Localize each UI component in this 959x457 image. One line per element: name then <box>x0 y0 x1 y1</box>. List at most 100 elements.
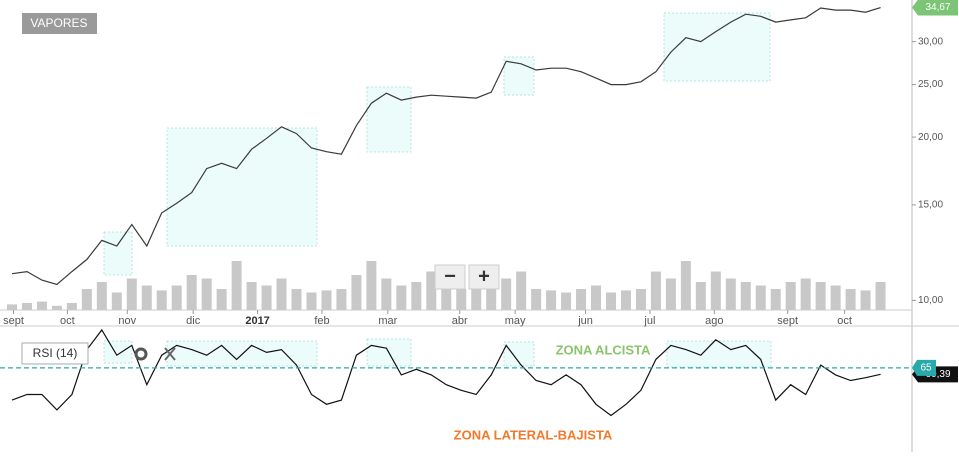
zoom-in-label: + <box>478 265 490 287</box>
line <box>11 7 881 286</box>
volume-bar <box>665 278 676 310</box>
volume-bar <box>21 303 32 310</box>
value-badge <box>912 0 958 16</box>
volume-bar <box>141 285 152 310</box>
volume-bar <box>261 285 272 310</box>
y-tick-label: 30,00 <box>918 36 943 47</box>
volume-bar <box>531 289 542 310</box>
volume-bar <box>830 285 841 310</box>
volume-bar <box>770 289 781 310</box>
zoom-out[interactable] <box>434 264 466 290</box>
x-tick-label: sept <box>777 315 798 327</box>
x-tick-label: oct <box>60 315 75 327</box>
zoom-in[interactable] <box>468 264 500 290</box>
volume-bar <box>321 290 332 310</box>
x-tick-label: may <box>505 315 526 327</box>
volume-bar <box>875 282 886 310</box>
rsi-button[interactable] <box>21 342 89 365</box>
plot <box>11 7 881 417</box>
y-tick-label: 25,00 <box>918 79 943 90</box>
volume-bar <box>336 289 347 310</box>
volume-bar <box>426 271 437 310</box>
volume-bar <box>276 278 287 310</box>
volume-bar <box>351 275 362 310</box>
volume-bar <box>306 292 317 310</box>
volume-bar <box>66 303 77 310</box>
volume-bar <box>216 289 227 310</box>
volume-bar <box>860 290 871 310</box>
volume-bar <box>456 289 467 310</box>
volume-bar <box>246 282 257 310</box>
volume-bar <box>785 282 796 310</box>
volume-bar <box>471 285 482 310</box>
volume-bar <box>396 285 407 310</box>
rsi-settings[interactable] <box>134 347 148 361</box>
volume-bar <box>291 289 302 310</box>
volume-bar <box>546 290 557 310</box>
volume-bar <box>815 282 826 310</box>
volume-bar <box>126 278 137 310</box>
volume-bar <box>186 275 197 310</box>
y-tick-label: 10,00 <box>918 295 943 306</box>
rsi-close[interactable] <box>164 347 176 361</box>
volume-bar <box>591 285 602 310</box>
volume-bar <box>650 271 661 310</box>
zoom-out-label: − <box>444 265 456 287</box>
x-tick-label: abr <box>452 315 468 327</box>
volume-bar <box>36 301 47 310</box>
volume-bar <box>81 289 92 310</box>
volume-bar <box>366 261 377 310</box>
x-tick-label: nov <box>118 315 136 327</box>
volume-bar <box>680 261 691 310</box>
volume-bar <box>441 283 452 310</box>
value-label: 34,67 <box>925 2 950 13</box>
title-button[interactable] <box>22 13 97 34</box>
volume-bar <box>231 261 242 310</box>
volume-bar <box>845 289 856 310</box>
volume-bar <box>635 289 646 310</box>
y-tick-label: 20,00 <box>918 132 943 143</box>
level-badge <box>912 359 936 376</box>
volume-bar <box>171 285 182 310</box>
volume-bar <box>156 290 167 310</box>
y-tick-label: 15,00 <box>918 200 943 211</box>
volume-bar <box>201 278 212 310</box>
annotation: ZONA LATERAL-BAJISTA <box>454 427 613 442</box>
chart-title: VAPORES <box>30 16 87 30</box>
volume-bar <box>710 271 721 310</box>
volume-bar <box>800 278 811 310</box>
volume-bar <box>695 282 706 310</box>
volume-bar <box>576 289 587 310</box>
rsi-title: RSI (14) <box>33 346 78 360</box>
value-label: 60,39 <box>925 369 950 380</box>
x-tick-label: ago <box>705 315 723 327</box>
x-tick-label: jun <box>577 315 593 327</box>
volume-bar <box>411 282 422 310</box>
x-tick-label: jul <box>643 315 655 327</box>
x-tick-label: 2017 <box>245 315 269 327</box>
x-tick-label: feb <box>314 315 329 327</box>
level-label: 65 <box>920 363 932 374</box>
volume-bar <box>501 278 512 310</box>
volume <box>6 261 886 310</box>
volume-bar <box>516 271 527 310</box>
volume-bar <box>740 282 751 310</box>
volume-bar <box>381 278 392 310</box>
x-tick-label: oct <box>837 315 852 327</box>
annotation: ZONA ALCISTA <box>556 342 651 357</box>
volume-bar <box>620 290 631 310</box>
volume-bar <box>6 304 17 310</box>
volume-bar <box>111 292 122 310</box>
volume-bar <box>755 285 766 310</box>
volume-bar <box>96 282 107 310</box>
volume-bar <box>51 305 62 310</box>
volume-bar <box>561 292 572 310</box>
x-tick-label: mar <box>378 315 397 327</box>
line <box>11 328 881 417</box>
x-tick-label: dic <box>186 315 201 327</box>
volume-bar <box>605 292 616 310</box>
volume-bar <box>725 278 736 310</box>
x-tick-label: sept <box>3 315 24 327</box>
zones <box>103 12 772 368</box>
